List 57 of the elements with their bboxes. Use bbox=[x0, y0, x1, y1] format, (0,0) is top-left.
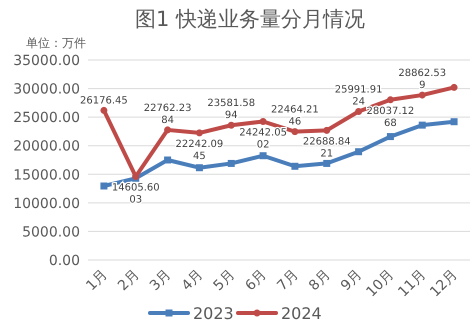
x-tick-label: 7月 bbox=[274, 266, 302, 294]
point bbox=[260, 152, 267, 160]
point bbox=[291, 128, 298, 136]
y-tick-label: 5000.00 bbox=[22, 224, 80, 240]
x-tick-label: 6月 bbox=[242, 266, 270, 294]
point bbox=[291, 162, 298, 170]
point bbox=[418, 122, 426, 129]
point bbox=[386, 133, 394, 140]
data-label: 22464.2146 bbox=[271, 104, 319, 128]
y-tick-label: 0.00 bbox=[48, 253, 80, 269]
point bbox=[323, 126, 330, 134]
x-tick-label: 8月 bbox=[306, 266, 334, 294]
point bbox=[100, 106, 108, 114]
x-tick-label: 9月 bbox=[338, 266, 366, 294]
x-tick-label: 4月 bbox=[178, 266, 206, 294]
point bbox=[228, 160, 235, 167]
point bbox=[450, 84, 458, 91]
y-tick-label: 35000.00 bbox=[13, 53, 80, 69]
y-tick-label: 30000.00 bbox=[13, 82, 80, 98]
data-label: 14605.6003 bbox=[112, 182, 160, 206]
x-tick-label: 3月 bbox=[146, 266, 174, 294]
chart-title: 图1 快递业务量分月情况 bbox=[134, 7, 366, 31]
data-label: 22688.8421 bbox=[302, 136, 351, 160]
point bbox=[228, 122, 235, 129]
x-tick-label: 10月 bbox=[363, 266, 398, 300]
point bbox=[164, 156, 172, 164]
point bbox=[196, 129, 203, 136]
data-label: 24242.0502 bbox=[239, 127, 287, 150]
text: 单位：万件 bbox=[26, 36, 86, 50]
data-label: 23581.5894 bbox=[207, 98, 256, 122]
point bbox=[450, 118, 458, 126]
x-tick-label: 11月 bbox=[395, 266, 430, 300]
data-label: 28037.1268 bbox=[366, 106, 414, 129]
y-tick-label: 15000.00 bbox=[13, 167, 80, 184]
point bbox=[260, 118, 267, 125]
data-label: 28862.539 bbox=[398, 68, 446, 92]
y-tick-label: 25000.00 bbox=[13, 110, 80, 126]
data-label: 25991.9124 bbox=[334, 84, 382, 108]
point bbox=[196, 164, 203, 172]
data-label: 22242.0945 bbox=[176, 138, 224, 162]
y-tick-label: 20000.00 bbox=[13, 138, 80, 155]
x-tick-label: 5月 bbox=[210, 266, 238, 294]
data-label: 26176.45 bbox=[80, 95, 128, 106]
point bbox=[386, 96, 394, 104]
point bbox=[323, 160, 330, 167]
legend-label: 2024 bbox=[281, 304, 322, 323]
point bbox=[164, 126, 172, 134]
x-tick-label: 12月 bbox=[427, 266, 461, 300]
y-tick-label: 10000.00 bbox=[13, 196, 80, 212]
point bbox=[418, 92, 426, 99]
data-label: 22762.2384 bbox=[144, 102, 192, 126]
x-tick-label: 2月 bbox=[115, 266, 143, 294]
point bbox=[100, 182, 108, 190]
x-tick-label: 1月 bbox=[83, 266, 111, 294]
point bbox=[355, 148, 362, 156]
point bbox=[355, 108, 362, 115]
legend-label: 2023 bbox=[193, 304, 234, 323]
